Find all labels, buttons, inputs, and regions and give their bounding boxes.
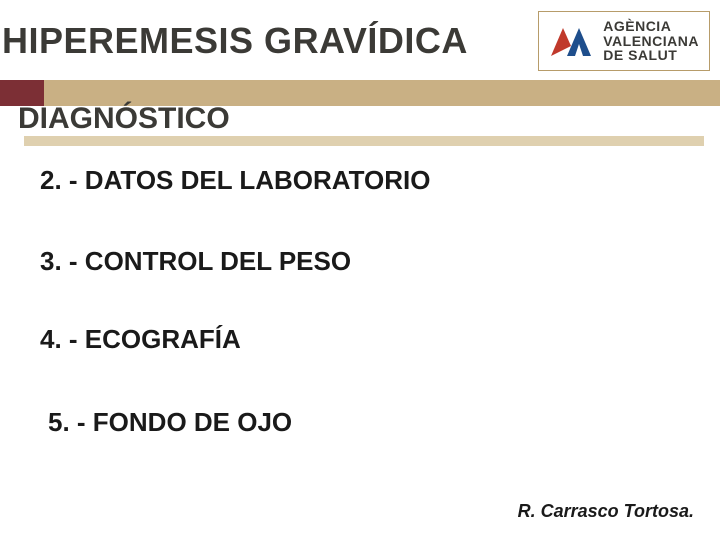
list-item: 2. - DATOS DEL LABORATORIO — [0, 166, 720, 195]
agency-logo-text: AGÈNCIA VALENCIANA DE SALUT — [603, 19, 699, 63]
author-credit: R. Carrasco Tortosa. — [518, 501, 694, 522]
title-row: HIPEREMESIS GRAVÍDICA AGÈNCIA VALENCIANA… — [0, 0, 720, 74]
logo-line-3: DE SALUT — [603, 48, 699, 63]
logo-line-1: AGÈNCIA — [603, 19, 699, 34]
logo-line-2: VALENCIANA — [603, 34, 699, 49]
list-item: 3. - CONTROL DEL PESO — [0, 247, 720, 276]
list-item: 4. - ECOGRAFÍA — [0, 325, 720, 354]
agency-logo: AGÈNCIA VALENCIANA DE SALUT — [538, 11, 710, 71]
slide-title: HIPEREMESIS GRAVÍDICA — [0, 20, 468, 62]
subtitle-underline — [24, 136, 704, 146]
agency-logo-mark — [547, 22, 593, 60]
list-item: 5. - FONDO DE OJO — [0, 408, 720, 437]
slide-subtitle: DIAGNÓSTICO — [0, 102, 720, 136]
